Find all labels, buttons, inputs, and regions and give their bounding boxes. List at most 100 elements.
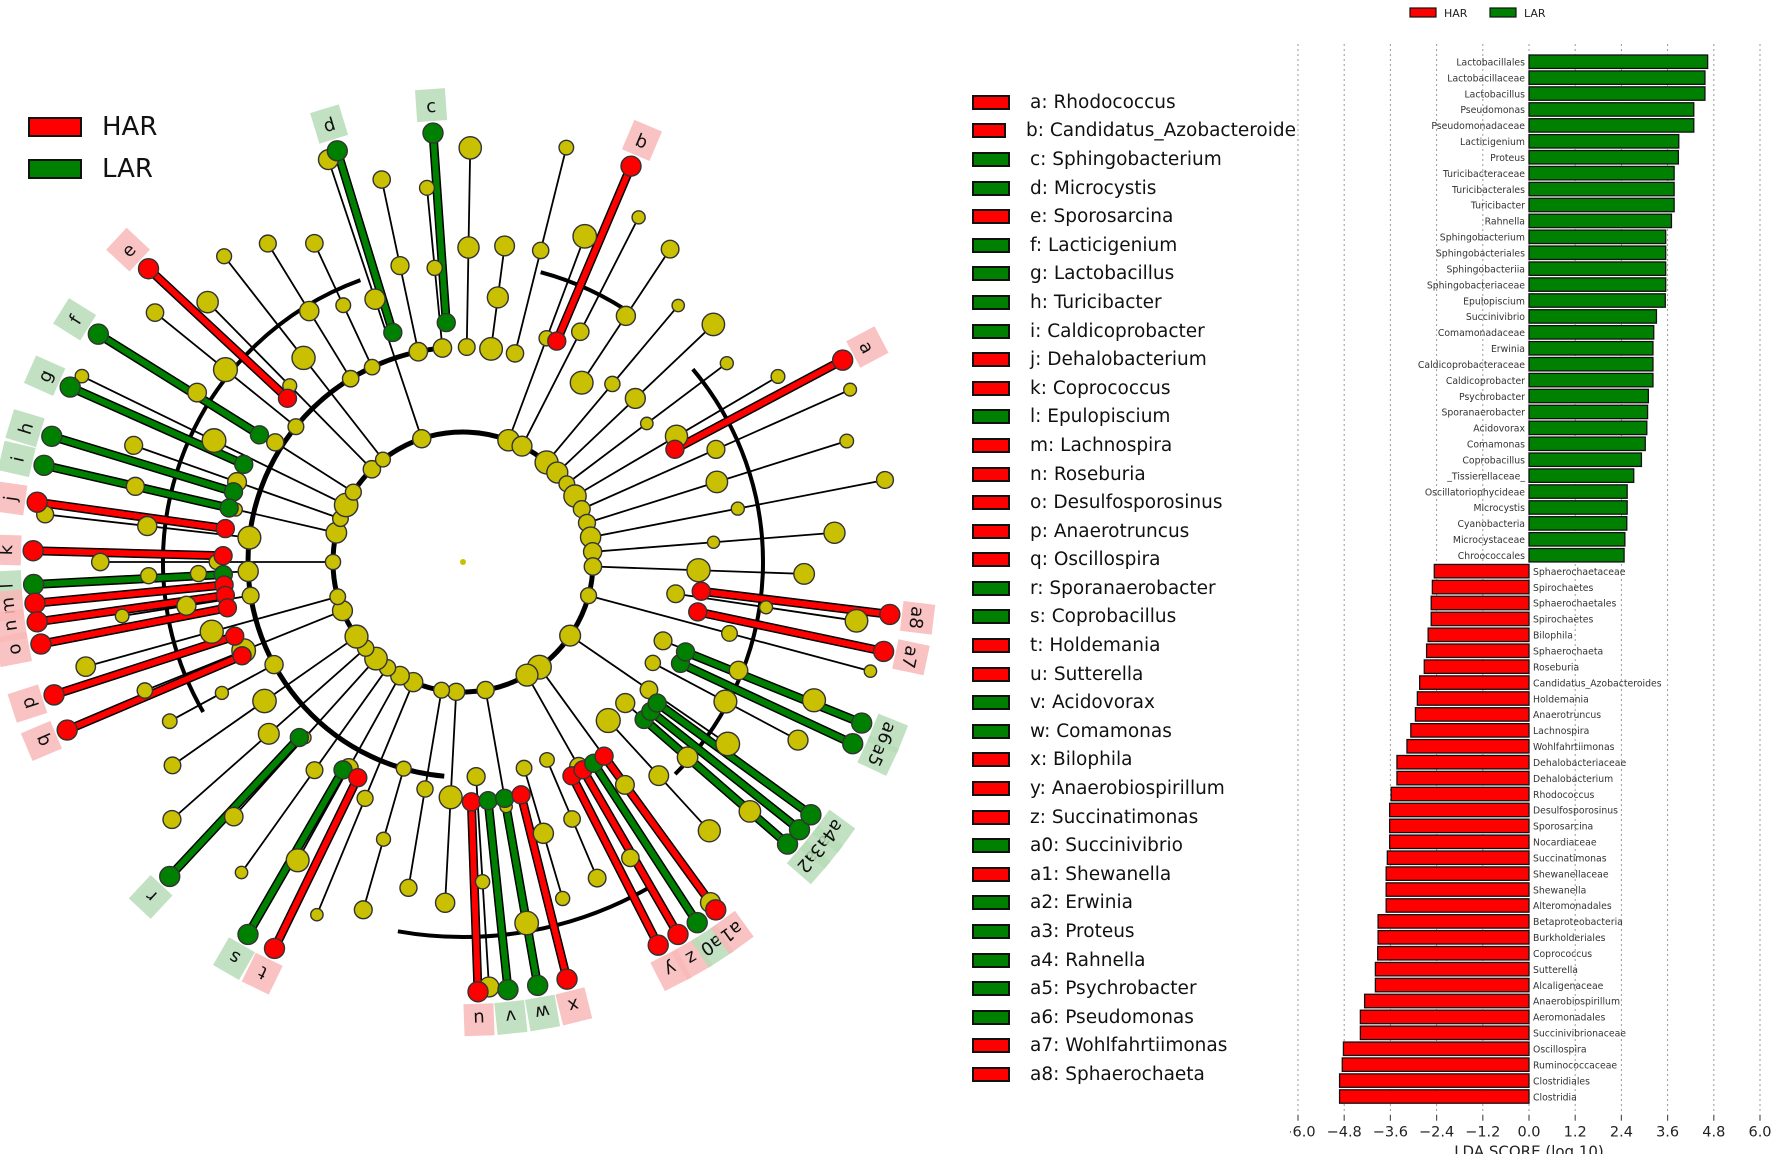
bar bbox=[1385, 866, 1530, 881]
clade-node bbox=[137, 258, 160, 280]
taxa-key-label: h: Turicibacter bbox=[1030, 291, 1162, 313]
clade-node bbox=[374, 451, 392, 468]
bar-label: Sporosarcina bbox=[1533, 822, 1593, 833]
taxa-key-item: r: Sporanaerobacter bbox=[972, 574, 1296, 603]
bar bbox=[1528, 277, 1667, 292]
clade-branch-highlight bbox=[655, 700, 813, 818]
clade-node bbox=[265, 433, 285, 452]
bar-label: Rahnella bbox=[1485, 217, 1525, 228]
bar bbox=[1338, 1089, 1530, 1104]
taxa-key-label: a6: Pseudomonas bbox=[1030, 1006, 1194, 1028]
taxa-key-swatch bbox=[972, 952, 1010, 968]
bar bbox=[1528, 516, 1628, 531]
clade-label-box bbox=[867, 713, 909, 754]
clade-node bbox=[660, 239, 680, 259]
taxa-key-item: a2: Erwinia bbox=[972, 889, 1296, 918]
clade-label-box bbox=[7, 684, 48, 723]
clade-label-text: u bbox=[473, 1008, 485, 1029]
clade-node bbox=[432, 338, 453, 358]
bar bbox=[1396, 770, 1530, 786]
clade-node bbox=[515, 759, 533, 777]
bar-label: Aeromonadales bbox=[1533, 1013, 1605, 1024]
clade-node bbox=[263, 937, 286, 960]
bar bbox=[1419, 675, 1530, 690]
bar-label: Anaerotruncus bbox=[1533, 710, 1601, 721]
clade-node bbox=[879, 603, 901, 626]
clade-node bbox=[432, 681, 451, 699]
taxa-key-item: b: Candidatus_Azobacteroide bbox=[972, 117, 1296, 146]
bar-label: Desulfosporosinus bbox=[1533, 806, 1618, 817]
clade-node bbox=[842, 733, 864, 755]
clade-label-text: n bbox=[0, 618, 22, 632]
taxa-key-label: x: Bilophila bbox=[1030, 749, 1133, 771]
clade-label: a8 bbox=[899, 600, 936, 635]
bar-label: Shewanella bbox=[1533, 885, 1586, 896]
clade-node bbox=[476, 680, 495, 700]
bar-label: Turicibacter bbox=[1470, 201, 1525, 212]
clade-node bbox=[728, 660, 749, 681]
taxa-key-item: w: Comamonas bbox=[972, 717, 1296, 746]
x-tick-label: 4.8 bbox=[1702, 1125, 1725, 1141]
bar bbox=[1341, 1057, 1530, 1073]
clade-node bbox=[285, 848, 310, 873]
taxa-key-swatch bbox=[972, 580, 1010, 596]
clade-label-box bbox=[213, 937, 255, 980]
clade-node bbox=[631, 210, 646, 225]
clade-node bbox=[199, 619, 224, 644]
bar-label: Roseburia bbox=[1533, 662, 1579, 673]
clade-node bbox=[730, 501, 746, 516]
clade-node bbox=[436, 312, 456, 333]
bar bbox=[1528, 213, 1673, 229]
clade-node bbox=[90, 552, 110, 572]
clade-label-box bbox=[899, 600, 936, 635]
taxa-key-swatch bbox=[972, 523, 1010, 539]
taxa-key-swatch bbox=[972, 638, 1010, 654]
bar-label: Anaerobiospirillum bbox=[1533, 997, 1620, 1008]
clade-node bbox=[713, 689, 738, 714]
clade-node bbox=[474, 873, 491, 890]
bar bbox=[1406, 738, 1530, 754]
clade-arc bbox=[161, 278, 362, 713]
taxa-key-label: r: Sporanaerobacter bbox=[1030, 577, 1216, 599]
x-tick-label: 6.0 bbox=[1748, 1125, 1771, 1141]
clade-node bbox=[587, 868, 607, 888]
taxa-key-label: a0: Succinivibrio bbox=[1030, 835, 1183, 857]
bar-label: Nocardiaceae bbox=[1533, 838, 1597, 849]
clade-label: f bbox=[53, 298, 97, 341]
taxa-key-item: s: Coprobacillus bbox=[972, 603, 1296, 632]
taxa-key-label: n: Roseburia bbox=[1030, 463, 1146, 485]
bar bbox=[1390, 786, 1530, 802]
taxa-key-item: i: Caldicoprobacter bbox=[972, 317, 1296, 346]
clade-node bbox=[30, 633, 52, 655]
clade-label-box bbox=[811, 809, 856, 853]
clade-node bbox=[22, 540, 44, 562]
clade-node bbox=[831, 349, 854, 371]
bar bbox=[1528, 547, 1625, 563]
clade-node bbox=[399, 878, 418, 898]
clade-node bbox=[438, 785, 463, 810]
taxa-key-swatch bbox=[972, 437, 1010, 453]
clade-node bbox=[418, 179, 436, 196]
clade-node bbox=[298, 300, 320, 322]
clade-node bbox=[249, 425, 270, 445]
clade-branch-highlight bbox=[96, 331, 262, 438]
clade-branch-highlight bbox=[642, 717, 790, 847]
taxa-key-label: a: Rhodococcus bbox=[1030, 91, 1176, 113]
legend-label-har: HAR bbox=[102, 112, 158, 142]
clade-label-box bbox=[128, 875, 173, 919]
clade-label: s bbox=[213, 937, 255, 980]
bar-label: Lactobacillus bbox=[1464, 89, 1525, 100]
clade-node bbox=[33, 454, 55, 476]
bar bbox=[1528, 149, 1680, 165]
clade-node bbox=[620, 155, 642, 177]
clade-label-text: a7 bbox=[897, 644, 922, 670]
clade-branch-highlight bbox=[569, 774, 661, 947]
taxa-key-swatch bbox=[972, 1009, 1010, 1025]
taxa-key-swatch bbox=[972, 809, 1010, 825]
clade-label: t bbox=[241, 952, 283, 995]
clade-node bbox=[514, 910, 540, 936]
clade-label-text: a8 bbox=[904, 605, 928, 630]
bar bbox=[1528, 229, 1667, 245]
clade-node bbox=[688, 602, 708, 622]
taxa-key-swatch bbox=[972, 180, 1010, 196]
